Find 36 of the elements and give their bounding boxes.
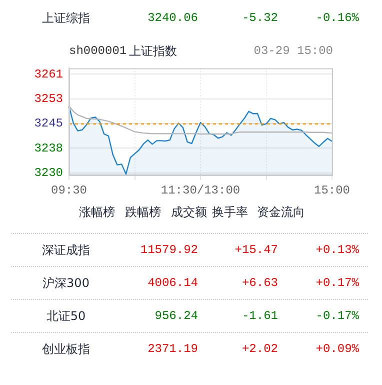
y-tick-label: 3261 — [34, 67, 63, 82]
text: 成交额 — [171, 204, 207, 220]
y-tick-label: 3238 — [34, 141, 63, 156]
chart-title: 上证指数 — [129, 43, 177, 59]
text: 资金流向 — [257, 204, 305, 220]
text: 跌幅榜 — [125, 204, 161, 220]
text: -0.17% — [316, 308, 359, 324]
x-tick-label: 09:30 — [50, 183, 88, 198]
text: 2371.19 — [148, 341, 198, 357]
text: 沪深300 — [42, 275, 90, 291]
chart-subtitle: sh000001 — [69, 43, 127, 59]
text: 创业板指 — [42, 341, 90, 357]
text: +0.09% — [316, 341, 359, 357]
y-tick-label: 3253 — [34, 92, 63, 106]
y-tick-label: 3245 — [34, 116, 63, 131]
text: 北证50 — [46, 308, 86, 324]
text: 换手率 — [212, 204, 248, 220]
text: 3240.06 — [148, 10, 198, 26]
text: +6.63 — [242, 275, 278, 291]
text: 上证综指 — [42, 10, 90, 26]
text: 11579.92 — [140, 242, 198, 258]
text: -0.16% — [316, 10, 359, 26]
text: +0.13% — [316, 242, 359, 258]
text: +0.17% — [316, 275, 359, 291]
text: +2.02 — [242, 341, 278, 357]
text: -1.61 — [242, 308, 278, 324]
x-tick-label: 11:30/13:00 — [160, 183, 240, 198]
text: +15.47 — [234, 242, 278, 258]
y-tick-label: 3230 — [34, 166, 63, 180]
text: 4006.14 — [148, 275, 198, 291]
text: 涨幅榜 — [79, 204, 115, 220]
x-tick-label: 15:00 — [314, 183, 350, 198]
text: 956.24 — [154, 308, 198, 324]
text: 深证成指 — [42, 242, 90, 258]
text: 03-29 15:00 — [254, 43, 333, 59]
text: -5.32 — [242, 10, 278, 26]
